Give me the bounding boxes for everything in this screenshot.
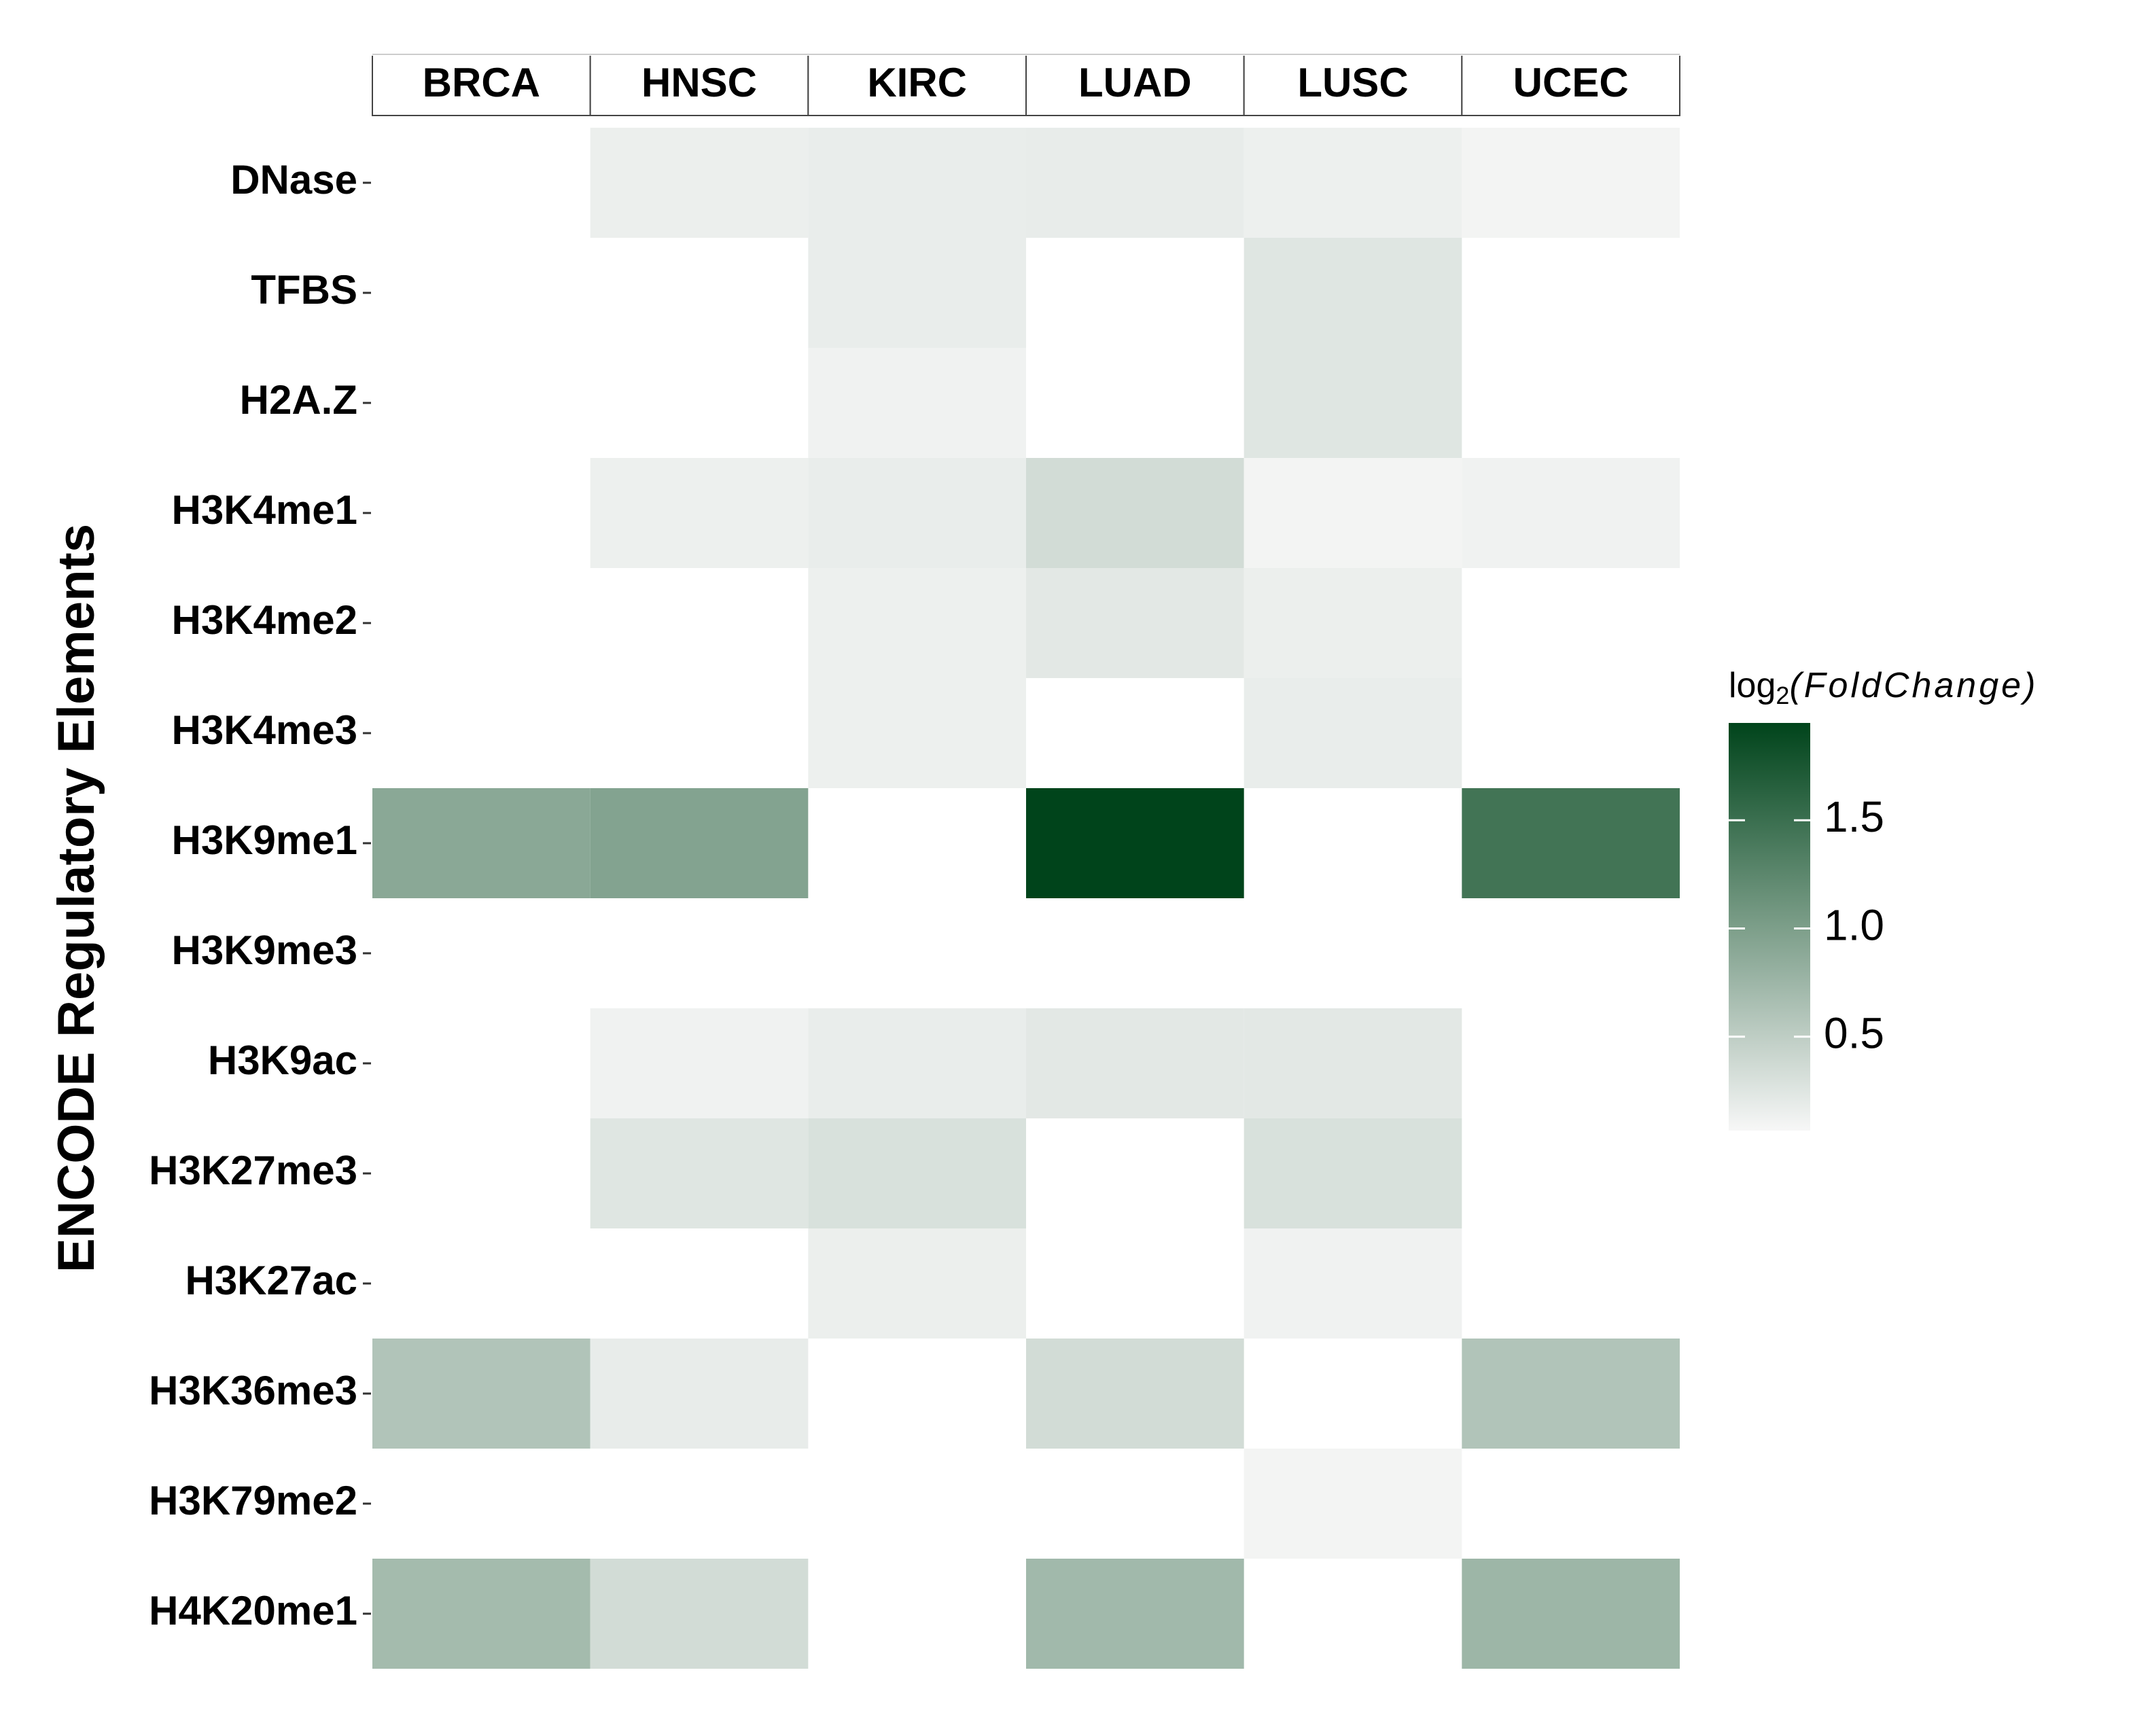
legend-title: log2(FoldChange) <box>1729 666 2038 709</box>
heat-cell <box>1244 238 1462 348</box>
column-header-box <box>1025 54 1245 116</box>
heat-cell <box>1244 458 1462 568</box>
row-label: H4K20me1 <box>149 1588 357 1633</box>
heat-cell <box>590 128 809 238</box>
heat-cell <box>1462 128 1680 238</box>
row-label: TFBS <box>251 267 357 313</box>
legend-title-base: log <box>1729 666 1776 705</box>
heat-cell <box>1462 1339 1680 1449</box>
heat-cell <box>1462 1559 1680 1669</box>
column-label: LUSC <box>1297 60 1408 105</box>
column-label: KIRC <box>867 60 967 105</box>
heat-cell <box>808 128 1026 238</box>
row-label: H3K4me2 <box>172 597 358 643</box>
colorbar-tick-label: 1.5 <box>1824 792 1884 841</box>
heat-cell <box>1244 1449 1462 1559</box>
heat-cell <box>808 678 1026 788</box>
row-label: H3K27ac <box>185 1258 357 1303</box>
heat-cell <box>590 458 809 568</box>
colorbar-tick-label: 0.5 <box>1824 1009 1884 1058</box>
heat-cell <box>1244 1008 1462 1118</box>
colorbar <box>1729 723 1810 1131</box>
heat-cell <box>1244 568 1462 678</box>
heat-cell <box>808 238 1026 348</box>
column-label: LUAD <box>1078 60 1192 105</box>
heat-cell <box>808 1008 1026 1118</box>
heat-cell <box>590 1008 809 1118</box>
legend-title-body: (FoldChange) <box>1789 666 2038 705</box>
legend-title-sub: 2 <box>1776 681 1789 709</box>
heat-cell <box>808 568 1026 678</box>
colorbar-tick-label: 1.0 <box>1824 900 1884 949</box>
row-label: H3K36me3 <box>149 1368 357 1413</box>
column-label: HNSC <box>641 60 757 105</box>
row-label: H3K4me3 <box>172 707 358 753</box>
heat-cell <box>590 1559 809 1669</box>
heat-cell <box>1026 1339 1244 1449</box>
heat-cell <box>372 1559 590 1669</box>
heat-cell <box>590 1339 809 1449</box>
heat-cell <box>1244 128 1462 238</box>
heat-cell <box>1244 678 1462 788</box>
heat-cell <box>1244 1228 1462 1339</box>
row-label: H3K9me1 <box>172 817 358 863</box>
row-label: H3K79me2 <box>149 1478 357 1523</box>
heat-cell <box>808 458 1026 568</box>
row-label: H3K27me3 <box>149 1148 357 1193</box>
column-header-box <box>372 54 591 116</box>
row-label: H3K9ac <box>208 1038 357 1083</box>
row-label: H2A.Z <box>240 377 357 423</box>
heat-cell <box>808 1228 1026 1339</box>
row-label: H3K9me3 <box>172 927 358 973</box>
heat-cell <box>1462 788 1680 898</box>
heat-cell <box>1026 458 1244 568</box>
heat-cell <box>372 1339 590 1449</box>
column-header-box <box>1243 54 1463 116</box>
heat-cell <box>1026 568 1244 678</box>
heat-cell <box>1244 348 1462 458</box>
row-label: H3K4me1 <box>172 487 358 533</box>
heat-cell <box>590 1118 809 1228</box>
heat-cell <box>372 788 590 898</box>
heat-cell <box>808 1118 1026 1228</box>
column-label: BRCA <box>423 60 540 105</box>
row-label: DNase <box>230 157 357 202</box>
heat-cell <box>590 788 809 898</box>
heat-cell <box>1026 128 1244 238</box>
heat-cell <box>808 348 1026 458</box>
column-label: UCEC <box>1513 60 1629 105</box>
y-axis-title: ENCODE Regulatory Elements <box>48 524 105 1273</box>
column-header-box <box>1461 54 1680 116</box>
heat-cell <box>1244 1118 1462 1228</box>
heat-cell <box>1462 458 1680 568</box>
heat-cell <box>1026 1008 1244 1118</box>
column-header-box <box>589 54 809 116</box>
heat-cell <box>1026 788 1244 898</box>
heat-cell <box>1026 1559 1244 1669</box>
